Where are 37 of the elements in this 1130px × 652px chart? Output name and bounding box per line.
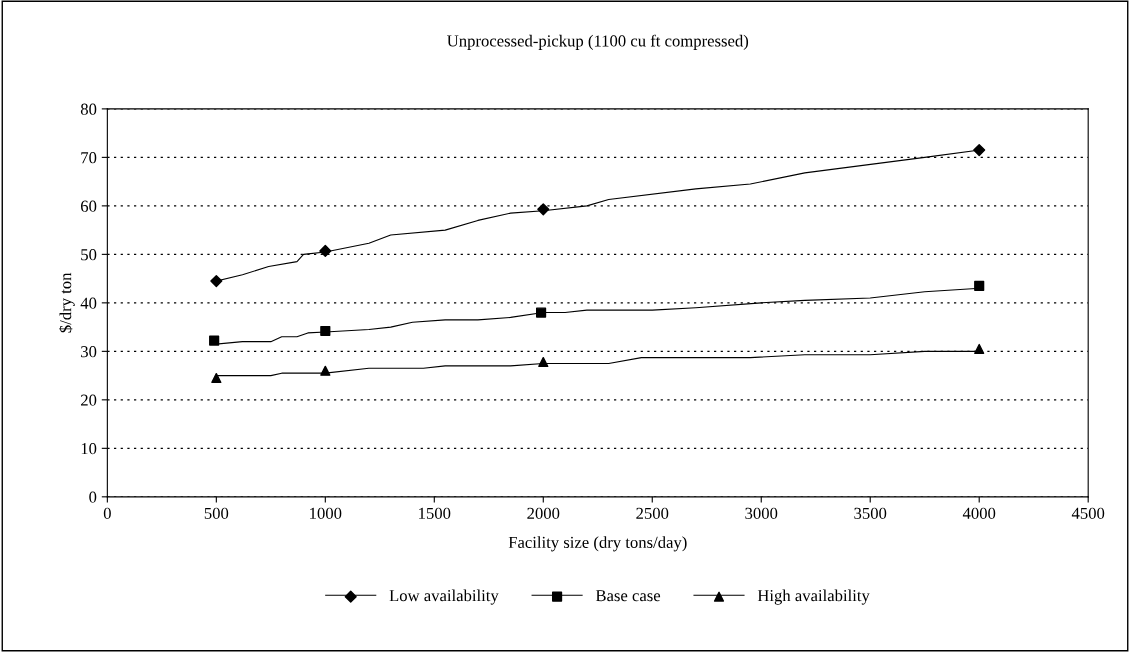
point [210, 274, 223, 288]
x-tick-label: 2500 [636, 507, 669, 519]
point [209, 335, 220, 346]
y-tick-label: 60 [80, 200, 97, 212]
point [536, 307, 547, 318]
legend-label: Base case [595, 590, 661, 602]
point [211, 372, 222, 384]
x-tick-label: 4500 [1071, 507, 1105, 519]
point [538, 356, 549, 368]
y-tick-label: 0 [89, 491, 97, 503]
x-tick-label: 3500 [854, 507, 887, 519]
x-tick-label: 2000 [527, 507, 560, 519]
x-tick-label: 1000 [310, 507, 342, 519]
chart-title: Unprocessed-pickup (1100 cu ft compressed) [447, 34, 749, 50]
point [537, 203, 550, 216]
point [320, 325, 331, 337]
point [974, 343, 985, 355]
y-tick-label: 20 [81, 394, 97, 406]
point [319, 244, 332, 258]
point [973, 144, 986, 157]
x-tick-label: 0 [103, 507, 111, 519]
x-tick-label: 500 [204, 507, 229, 519]
x-tick-label: 4000 [962, 507, 996, 519]
y-tick-label: 70 [81, 152, 97, 164]
legend-label: Low availability [389, 589, 499, 605]
y-tick-label: 10 [81, 443, 97, 455]
y-axis-title: $/dry ton [59, 272, 75, 333]
point [320, 365, 331, 376]
y-tick-label: 50 [81, 249, 97, 261]
x-axis-title: Facility size (dry tons/day) [508, 536, 687, 552]
x-tick-label: 3000 [745, 507, 778, 519]
y-tick-label: 40 [80, 297, 97, 309]
point [974, 280, 985, 291]
y-tick-label: 30 [81, 346, 97, 358]
legend-label: High availability [757, 589, 870, 605]
x-tick-label: 1500 [419, 507, 451, 519]
y-tick-label: 80 [80, 103, 97, 115]
